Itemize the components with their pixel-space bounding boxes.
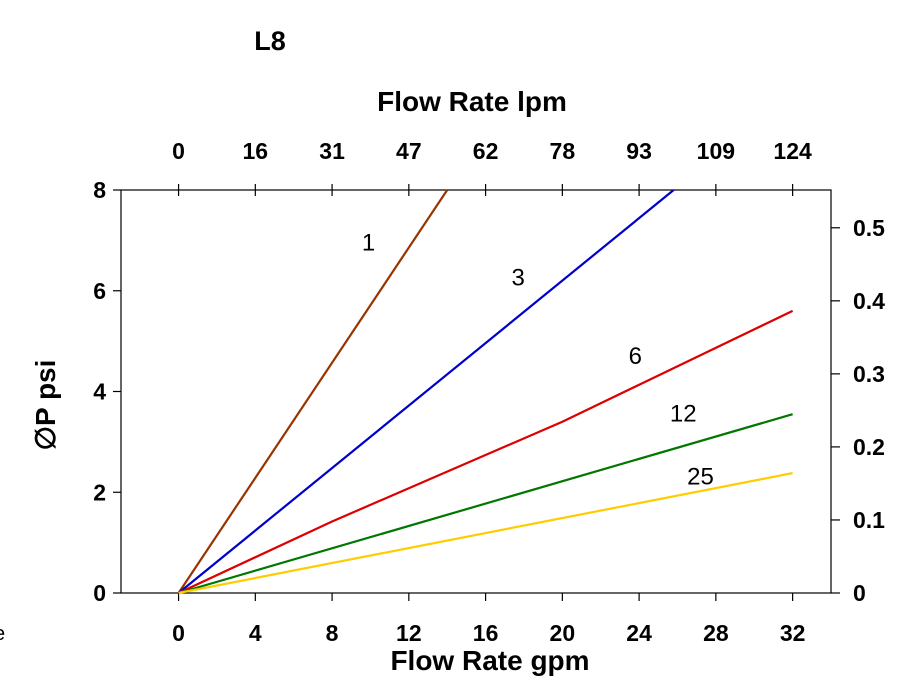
x2-tick-label: 109 [697,138,735,164]
series-line-12 [178,413,793,595]
x-tick-label: 16 [473,620,499,646]
x2-tick-label: 93 [626,138,652,164]
series-label-1: 1 [362,229,375,256]
series-label-3: 3 [512,265,525,292]
y2-tick-label: 0.3 [853,361,885,387]
left-edge-glyph: e [0,623,5,645]
series-labels: 1 3 6 12 25 [362,229,714,490]
series-label-25: 25 [687,464,714,491]
x2-tick-label: 31 [319,138,345,164]
x2-tick-label: 62 [473,138,499,164]
x2-tick-label: 124 [773,138,812,164]
series-line-25 [178,472,793,595]
y2-tick-label: 0.4 [853,288,885,314]
y2-tick-label: 0.1 [853,507,885,533]
x2-tick-label: 16 [243,138,269,164]
x-tick-label: 12 [396,620,422,646]
x-tick-label: 24 [626,620,652,646]
series-label-12: 12 [670,401,697,428]
axis-tick-labels: 0041683112471662207824932810932124024680… [93,138,885,646]
x-tick-label: 0 [172,620,185,646]
chart-title: L8 [254,26,286,56]
x-tick-label: 4 [249,620,262,646]
x-tick-label: 32 [780,620,806,646]
y-tick-label: 6 [93,278,106,304]
series-line-1 [177,189,449,594]
plot-frame [120,189,832,594]
bottom-x-axis-title: Flow Rate gpm [390,645,589,676]
series-line-6 [178,309,794,594]
x2-tick-label: 78 [550,138,576,164]
x2-tick-label: 0 [172,138,185,164]
axis-ticks [113,184,840,601]
y-tick-label: 4 [93,379,106,405]
series-lines [177,189,794,595]
y2-tick-label: 0.2 [853,434,885,460]
series-label-6: 6 [629,343,642,370]
x-tick-label: 20 [550,620,576,646]
x2-tick-label: 47 [396,138,422,164]
y-tick-label: 2 [93,479,106,505]
y2-tick-label: 0 [853,580,866,606]
y-tick-label: 0 [93,580,106,606]
x-tick-label: 8 [326,620,339,646]
y-axis-title: ∅P psi [30,360,61,451]
y-tick-label: 8 [93,177,106,203]
y2-tick-label: 0.5 [853,215,885,241]
series-line-3 [177,189,675,594]
x-tick-label: 28 [703,620,729,646]
top-x-axis-title: Flow Rate lpm [377,86,567,117]
